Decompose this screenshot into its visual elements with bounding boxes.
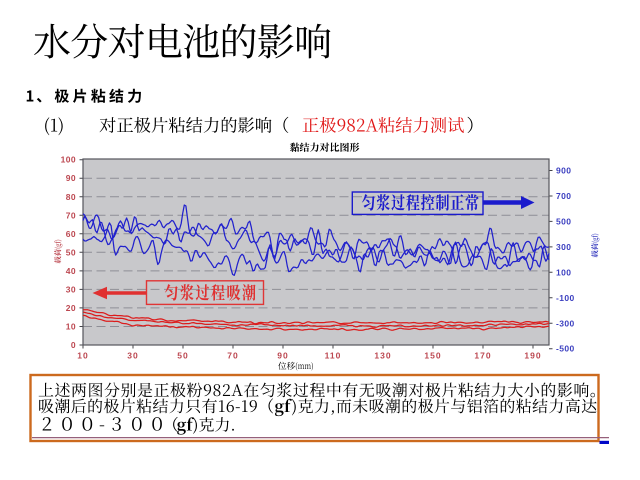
svg-text:700: 700 [556, 191, 571, 201]
svg-text:30: 30 [127, 351, 138, 361]
svg-text:70: 70 [227, 351, 238, 361]
svg-text:170: 170 [474, 351, 491, 361]
svg-text:20: 20 [66, 303, 76, 313]
svg-text:-300: -300 [556, 318, 575, 328]
svg-text:90: 90 [277, 351, 288, 361]
svg-text:130: 130 [374, 351, 391, 361]
svg-text:70: 70 [66, 210, 76, 220]
svg-text:60: 60 [66, 229, 76, 239]
svg-text:500: 500 [556, 216, 571, 226]
svg-text:30: 30 [66, 284, 76, 294]
svg-text:190: 190 [524, 351, 541, 361]
svg-text:150: 150 [424, 351, 441, 361]
svg-text:40: 40 [66, 266, 76, 276]
svg-text:300: 300 [556, 242, 571, 252]
svg-text:900: 900 [556, 166, 571, 176]
svg-text:10: 10 [66, 322, 76, 332]
svg-text:100: 100 [556, 267, 571, 277]
svg-text:90: 90 [66, 173, 76, 183]
svg-text:110: 110 [325, 351, 342, 361]
svg-text:-100: -100 [556, 293, 575, 303]
svg-text:50: 50 [177, 351, 188, 361]
svg-text:0: 0 [71, 340, 76, 350]
svg-text:10: 10 [77, 351, 88, 361]
svg-text:-500: -500 [556, 344, 575, 354]
svg-text:50: 50 [66, 247, 76, 257]
svg-text:100: 100 [61, 155, 76, 165]
svg-text:80: 80 [66, 192, 76, 202]
